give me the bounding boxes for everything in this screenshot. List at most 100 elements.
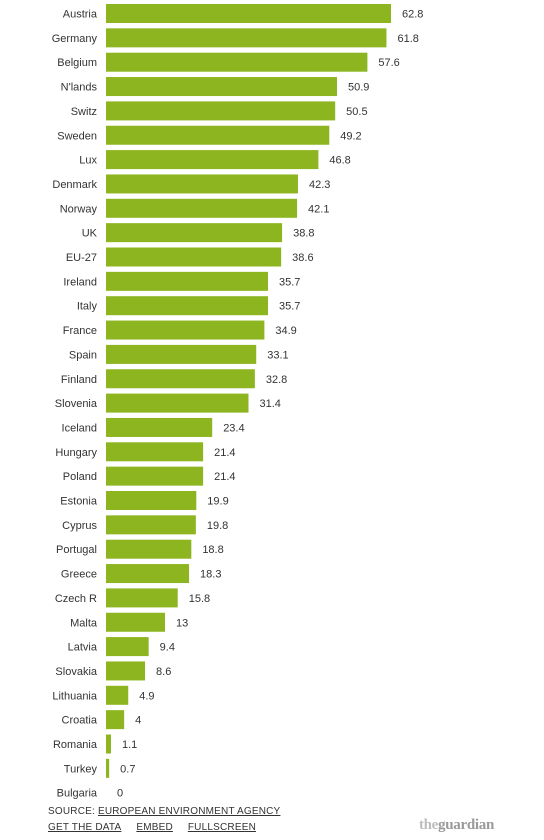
category-label: Malta: [70, 617, 98, 629]
bar: [106, 588, 178, 608]
category-label: Hungary: [55, 447, 97, 459]
category-label: Turkey: [64, 763, 98, 775]
value-label: 8.6: [156, 666, 171, 678]
value-label: 18.8: [202, 544, 223, 556]
bar: [106, 369, 255, 389]
fullscreen-link[interactable]: FULLSCREEN: [187, 822, 257, 833]
value-label: 57.6: [378, 57, 399, 69]
value-label: 42.1: [308, 203, 329, 215]
category-label: Cyprus: [62, 520, 97, 532]
category-label: N'lands: [61, 82, 98, 94]
category-label: Slovenia: [55, 398, 98, 410]
bar: [106, 296, 269, 316]
category-label: Iceland: [62, 422, 97, 434]
value-label: 33.1: [267, 349, 288, 361]
category-label: Slovakia: [55, 666, 97, 678]
category-label: Ireland: [63, 276, 97, 288]
category-label: Sweden: [57, 130, 97, 142]
value-label: 0: [117, 788, 123, 800]
footer-links: GET THE DATA EMBED FULLSCREEN: [48, 822, 268, 833]
bar: [106, 515, 196, 535]
value-label: 49.2: [340, 130, 361, 142]
bar: [106, 637, 149, 657]
bar: [106, 612, 165, 632]
category-label: Denmark: [52, 179, 97, 191]
source-link[interactable]: EUROPEAN ENVIRONMENT AGENCY: [97, 806, 281, 817]
category-label: Italy: [77, 301, 98, 313]
bar: [106, 344, 257, 364]
bar: [106, 174, 298, 194]
bar: [106, 393, 249, 413]
category-label: Greece: [61, 569, 97, 581]
value-label: 21.4: [214, 471, 235, 483]
bar: [106, 442, 204, 462]
bar: [106, 223, 283, 243]
bar: [106, 734, 111, 754]
category-label: Estonia: [60, 496, 98, 508]
value-label: 50.9: [348, 82, 369, 94]
category-label: Norway: [60, 203, 98, 215]
value-label: 21.4: [214, 447, 235, 459]
bar: [106, 710, 125, 730]
value-label: 32.8: [266, 374, 287, 386]
category-label: Poland: [63, 471, 97, 483]
category-label: EU-27: [66, 252, 97, 264]
bar: [106, 685, 129, 705]
value-label: 4.9: [139, 690, 154, 702]
bar: [106, 125, 330, 145]
category-label: Belgium: [57, 57, 97, 69]
value-label: 34.9: [275, 325, 296, 337]
value-label: 35.7: [279, 276, 300, 288]
value-label: 0.7: [120, 763, 135, 775]
bar: [106, 150, 319, 170]
category-label: Bulgaria: [57, 788, 98, 800]
value-label: 18.3: [200, 569, 221, 581]
category-label: UK: [82, 228, 98, 240]
value-label: 42.3: [309, 179, 330, 191]
value-label: 1.1: [122, 739, 137, 751]
value-label: 35.7: [279, 301, 300, 313]
category-label: Spain: [69, 349, 97, 361]
value-label: 61.8: [397, 33, 418, 45]
value-label: 4: [135, 715, 141, 727]
category-label: Portugal: [56, 544, 97, 556]
value-label: 23.4: [223, 422, 244, 434]
get-the-data-link[interactable]: GET THE DATA: [48, 822, 122, 833]
value-label: 31.4: [260, 398, 281, 410]
category-label: Germany: [52, 33, 98, 45]
value-label: 19.9: [207, 496, 228, 508]
bar: [106, 758, 110, 778]
bar: [106, 417, 213, 437]
bar: [106, 101, 336, 121]
value-label: 50.5: [346, 106, 367, 118]
bar: [106, 77, 337, 97]
category-label: Switz: [71, 106, 97, 118]
value-label: 9.4: [160, 642, 175, 654]
bar: [106, 198, 298, 218]
guardian-logo: theguardian: [419, 817, 494, 834]
source-prefix: SOURCE:: [48, 806, 98, 817]
logo-guardian: guardian: [438, 817, 494, 833]
category-label: Czech R: [55, 593, 97, 605]
bar: [106, 320, 265, 340]
category-label: Finland: [61, 374, 97, 386]
category-label: France: [63, 325, 97, 337]
category-label: Lithuania: [52, 690, 98, 702]
source-line: SOURCE: EUROPEAN ENVIRONMENT AGENCY: [48, 806, 280, 817]
bar: [106, 247, 282, 267]
value-label: 15.8: [189, 593, 210, 605]
category-label: Austria: [63, 9, 98, 21]
logo-the: the: [418, 817, 439, 833]
bar: [106, 661, 146, 681]
embed-link[interactable]: EMBED: [136, 822, 173, 833]
bar: [106, 271, 269, 291]
bar: [106, 52, 368, 72]
category-label: Latvia: [68, 642, 98, 654]
value-label: 38.8: [293, 228, 314, 240]
bar: [106, 4, 391, 23]
category-label: Croatia: [62, 715, 98, 727]
value-label: 13: [176, 617, 188, 629]
value-label: 46.8: [329, 155, 350, 167]
bar: [106, 491, 197, 510]
bar: [106, 28, 387, 48]
